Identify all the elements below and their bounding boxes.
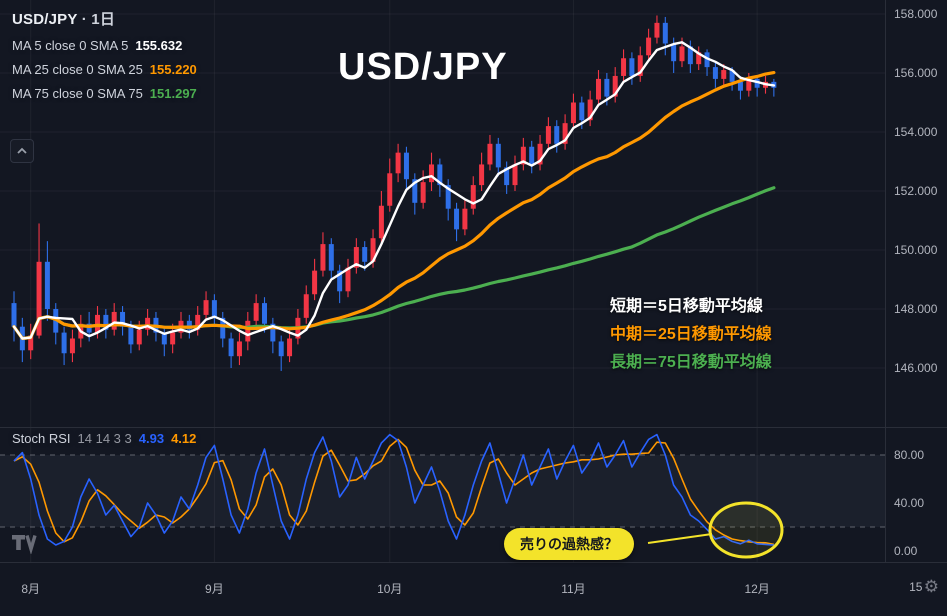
symbol-watermark: USD/JPY	[338, 46, 508, 88]
price-axis-label: 152.000	[894, 184, 938, 198]
price-axis-label: 148.000	[894, 302, 938, 316]
tradingview-logo[interactable]	[10, 528, 40, 554]
time-axis-label: 9月	[205, 582, 224, 596]
ma5-legend-row[interactable]: MA 5 close 0 SMA 5 155.632	[12, 38, 197, 53]
stoch-rsi-legend[interactable]: Stoch RSI 14 14 3 3 4.93 4.12	[12, 431, 196, 446]
ma25-value: 155.220	[149, 62, 197, 77]
price-axis[interactable]: 158.000 156.000 154.000 152.000 150.000 148.0…	[885, 0, 947, 562]
ma5-value: 155.632	[135, 38, 183, 53]
legend: USD/JPY · 1日 MA 5 close 0 SMA 5 155.632 …	[12, 8, 197, 101]
stoch-axis-label: 0.00	[894, 544, 918, 558]
ma75-label: MA 75 close 0 SMA 75	[12, 86, 143, 101]
time-axis-label: 8月	[21, 582, 41, 596]
stoch-rsi-pane[interactable]	[0, 427, 885, 562]
stoch-rsi-params: 14 14 3 3	[77, 431, 132, 446]
ma25-legend-row[interactable]: MA 25 close 0 SMA 25 155.220	[12, 62, 197, 77]
time-axis-label: 15	[909, 580, 923, 594]
stoch-k-value: 4.93	[138, 431, 165, 446]
price-axis-label: 158.000	[894, 7, 938, 21]
stoch-d-value: 4.12	[171, 431, 197, 446]
time-axis-label: 11月	[561, 582, 586, 596]
oversold-callout: 売りの過熱感？	[504, 528, 634, 560]
time-axis-label: 12月	[744, 582, 770, 596]
stoch-axis-label: 80.00	[894, 448, 925, 462]
ma-notes: 短期＝5日移動平均線 中期＝25日移動平均線 長期＝75日移動平均線	[610, 293, 772, 377]
price-chart-pane[interactable]	[0, 0, 885, 427]
interval-label[interactable]: 1日	[91, 11, 116, 28]
price-axis-label: 156.000	[894, 66, 938, 80]
symbol-title-row[interactable]: USD/JPY · 1日	[12, 8, 197, 29]
time-axis[interactable]: 8月 9月 10月 11月 12月 15	[0, 562, 947, 616]
callout-connector-line	[647, 533, 713, 544]
gear-icon[interactable]: ⚙	[923, 577, 939, 596]
oversold-highlight-ellipse	[708, 501, 784, 559]
price-axis-label: 150.000	[894, 243, 938, 257]
pane-separator[interactable]	[0, 427, 947, 428]
stoch-rsi-title: Stoch RSI	[12, 431, 71, 446]
price-axis-label: 146.000	[894, 361, 938, 375]
mid-ma-note: 中期＝25日移動平均線	[610, 326, 772, 343]
title-separator: ·	[81, 11, 87, 28]
short-ma-note: 短期＝5日移動平均線	[610, 298, 763, 315]
ma75-value: 151.297	[149, 86, 197, 101]
time-axis-label: 10月	[377, 582, 403, 596]
ma75-legend-row[interactable]: MA 75 close 0 SMA 75 151.297	[12, 86, 197, 101]
symbol-name[interactable]: USD/JPY	[12, 11, 78, 28]
stoch-axis-label: 40.00	[894, 496, 925, 510]
chevron-up-icon	[17, 147, 27, 154]
collapse-legend-button[interactable]	[10, 139, 34, 163]
ma25-label: MA 25 close 0 SMA 25	[12, 62, 143, 77]
price-axis-label: 154.000	[894, 125, 938, 139]
ma5-label: MA 5 close 0 SMA 5	[12, 38, 129, 53]
long-ma-note: 長期＝75日移動平均線	[610, 354, 772, 371]
